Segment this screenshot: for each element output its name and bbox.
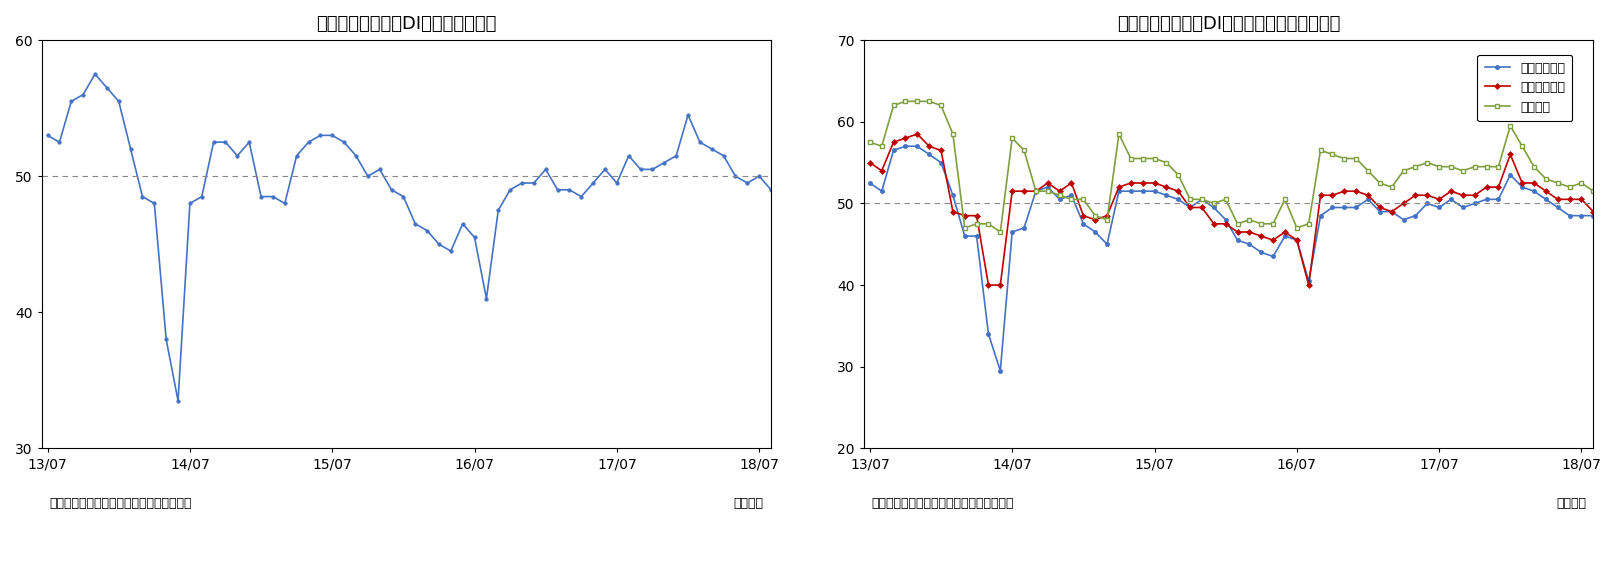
企業動向関連 bbox=[1026, 188, 1046, 194]
雇用関連 bbox=[1583, 188, 1603, 194]
雇用関連 bbox=[1323, 151, 1342, 158]
家計動向関連 bbox=[895, 143, 915, 149]
家計動向関連 bbox=[931, 159, 950, 166]
企業動向関連 bbox=[860, 159, 879, 166]
Line: 雇用関連: 雇用関連 bbox=[868, 99, 1596, 234]
企業動向関連 bbox=[1512, 180, 1532, 187]
雇用関連 bbox=[1512, 143, 1532, 149]
家計動向関連 bbox=[860, 180, 879, 187]
家計動向関連 bbox=[1240, 241, 1260, 248]
雇用関連 bbox=[991, 229, 1010, 235]
雇用関連 bbox=[1073, 196, 1093, 203]
Line: 家計動向関連: 家計動向関連 bbox=[868, 144, 1595, 373]
Title: 景気の先行き判断DI（分野別、季節調整値）: 景気の先行き判断DI（分野別、季節調整値） bbox=[1117, 15, 1341, 33]
Text: （資料）内閣府「景気ウォッチャー調査」: （資料）内閣府「景気ウォッチャー調査」 bbox=[49, 497, 191, 510]
企業動向関連 bbox=[1323, 192, 1342, 198]
Title: 景気の先行き判断DI（季節調整値）: 景気の先行き判断DI（季節調整値） bbox=[316, 15, 497, 33]
家計動向関連 bbox=[1512, 184, 1532, 191]
家計動向関連 bbox=[1323, 204, 1342, 211]
企業動向関連 bbox=[1240, 229, 1260, 235]
家計動向関連 bbox=[1026, 188, 1046, 194]
Text: （月次）: （月次） bbox=[1556, 497, 1587, 510]
企業動向関連 bbox=[1073, 212, 1093, 219]
企業動向関連 bbox=[931, 147, 950, 154]
Legend: 家計動向関連, 企業動向関連, 雇用関連: 家計動向関連, 企業動向関連, 雇用関連 bbox=[1478, 55, 1572, 121]
雇用関連 bbox=[1026, 188, 1046, 194]
雇用関連 bbox=[1240, 216, 1260, 223]
家計動向関連 bbox=[991, 368, 1010, 374]
Text: （月次）: （月次） bbox=[733, 497, 764, 510]
雇用関連 bbox=[931, 102, 950, 109]
企業動向関連 bbox=[979, 282, 999, 288]
Line: 企業動向関連: 企業動向関連 bbox=[868, 132, 1595, 287]
企業動向関連 bbox=[908, 130, 928, 137]
企業動向関連 bbox=[1583, 208, 1603, 215]
家計動向関連 bbox=[1073, 220, 1093, 227]
Text: （資料）内閣府「景気ウォッチャー調査」: （資料）内閣府「景気ウォッチャー調査」 bbox=[871, 497, 1013, 510]
雇用関連 bbox=[860, 139, 879, 146]
雇用関連 bbox=[895, 98, 915, 105]
家計動向関連 bbox=[1583, 212, 1603, 219]
